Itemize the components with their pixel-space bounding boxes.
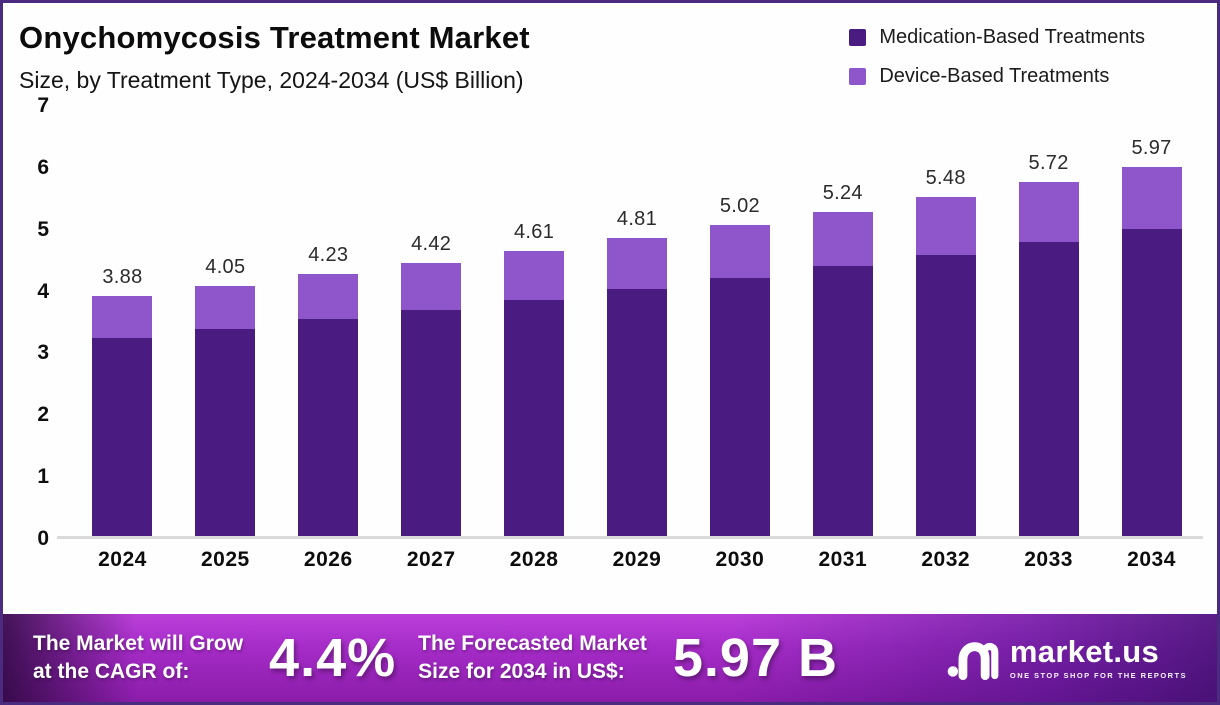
x-tick-label: 2031	[818, 547, 868, 571]
x-tick-label: 2034	[1127, 547, 1176, 571]
chart-legend: Medication-Based Treatments Device-Based…	[849, 19, 1145, 94]
legend-swatch-medication-icon	[849, 29, 867, 46]
bar-total-label: 4.42	[411, 232, 452, 255]
y-tick-label: 5	[37, 217, 49, 241]
bar-segment-device	[1018, 181, 1079, 242]
bar-group: 4.81	[586, 208, 689, 536]
bar-total-label: 5.02	[719, 194, 760, 217]
market-us-logo-icon	[947, 642, 999, 681]
y-tick-label: 1	[37, 464, 49, 488]
bar-segment-medication	[504, 299, 565, 536]
bar-segment-device	[504, 250, 565, 300]
plot-area: 3.88 4.05 4.23 4.42 4.61 4.81 5.02 5.24 5.48 5.72…	[57, 106, 1203, 539]
bar-group: 4.23	[277, 244, 380, 536]
bar-segment-medication	[812, 265, 873, 536]
x-tick-label: 2026	[303, 547, 353, 571]
chart-area: 0 1 2 3 4 5 6 7 3.88 4.05 4.23 4.42 4.61 4.81 5.02 5.2…	[3, 94, 1217, 550]
bar-segment-device	[1121, 166, 1182, 229]
bar-segment-device	[401, 262, 462, 310]
y-tick-label: 2	[37, 402, 49, 426]
logo-tagline: ONE STOP SHOP FOR THE REPORTS	[1009, 671, 1187, 680]
bar-group: 4.42	[380, 233, 483, 536]
bar-segment-medication	[1018, 241, 1079, 536]
legend-label: Device-Based Treatments	[879, 65, 1110, 87]
bar-group: 3.88	[71, 266, 174, 536]
legend-item-device: Device-Based Treatments	[849, 65, 1145, 88]
x-tick-label: 2024	[98, 547, 147, 571]
bar-total-label: 3.88	[102, 265, 143, 288]
x-tick-label: 2028	[509, 547, 559, 571]
logo-name: market.us	[1009, 634, 1160, 669]
x-tick-label: 2025	[201, 547, 250, 571]
forecast-value: 5.97 B	[672, 628, 838, 688]
bar-segment-medication	[195, 328, 256, 536]
y-axis: 0 1 2 3 4 5 6 7	[13, 94, 57, 550]
bar-group: 5.02	[688, 195, 791, 536]
x-tick-label: 2030	[715, 547, 765, 571]
y-tick-label: 0	[37, 526, 49, 550]
bar-segment-device	[915, 196, 976, 255]
x-tick-label: 2029	[612, 547, 662, 571]
y-tick-label: 3	[37, 340, 49, 364]
bar-segment-device	[92, 295, 153, 338]
bar-total-label: 5.24	[822, 181, 863, 204]
bar-segment-medication	[915, 254, 976, 536]
cagr-value: 4.4%	[269, 628, 397, 688]
bar-segment-medication	[92, 337, 153, 536]
bar-total-label: 5.97	[1131, 136, 1172, 159]
bar-segment-device	[709, 224, 770, 278]
y-tick-label: 7	[37, 93, 49, 117]
bar-group: 5.97	[1100, 137, 1203, 536]
bar-group: 5.24	[791, 182, 894, 536]
page-title: Onychomycosis Treatment Market	[19, 20, 530, 55]
legend-item-medication: Medication-Based Treatments	[849, 26, 1145, 49]
bar-group: 5.72	[997, 152, 1100, 536]
logo-text-block: market.us ONE STOP SHOP FOR THE REPORTS	[1010, 636, 1187, 680]
bar-segment-medication	[401, 309, 462, 536]
bar-total-label: 4.05	[205, 255, 246, 278]
bar-total-label: 5.72	[1028, 151, 1069, 174]
bar-group: 4.05	[174, 256, 277, 536]
x-tick-label: 2027	[406, 547, 456, 571]
cagr-label: The Market will Grow at the CAGR of:	[33, 632, 244, 683]
page-subtitle: Size, by Treatment Type, 2024-2034 (US$ …	[19, 66, 524, 93]
bar-segment-medication	[1121, 228, 1182, 536]
x-tick-label: 2032	[921, 547, 971, 571]
bar-group: 4.61	[483, 221, 586, 536]
legend-swatch-device-icon	[849, 68, 867, 85]
bar-total-label: 4.81	[616, 207, 658, 230]
bar-segment-device	[195, 285, 256, 329]
bar-group: 5.48	[894, 167, 997, 536]
bar-total-label: 4.61	[514, 220, 555, 243]
title-block: Onychomycosis Treatment Market Size, by …	[19, 19, 530, 94]
bar-total-label: 5.48	[925, 166, 966, 189]
market-us-logo: market.us ONE STOP SHOP FOR THE REPORTS	[947, 633, 1187, 683]
bar-segment-medication	[709, 277, 770, 536]
bar-segment-medication	[606, 288, 667, 536]
header: Onychomycosis Treatment Market Size, by …	[3, 3, 1217, 94]
bar-segment-device	[812, 211, 873, 266]
bar-segment-medication	[298, 318, 359, 536]
forecast-label: The Forecasted Market Size for 2034 in U…	[418, 632, 647, 683]
y-tick-label: 4	[37, 279, 49, 303]
bar-total-label: 4.23	[308, 243, 349, 266]
y-tick-label: 6	[37, 155, 49, 179]
bar-segment-device	[298, 273, 359, 319]
x-tick-label: 2033	[1024, 547, 1073, 571]
bottom-banner: The Market will Grow at the CAGR of: 4.4…	[3, 614, 1217, 702]
x-axis-labels: 2024 2025 2026 2027 2028 2029 2030 2031 2032 2033…	[3, 539, 1217, 572]
bar-segment-device	[606, 237, 667, 289]
legend-label: Medication-Based Treatments	[879, 26, 1145, 48]
